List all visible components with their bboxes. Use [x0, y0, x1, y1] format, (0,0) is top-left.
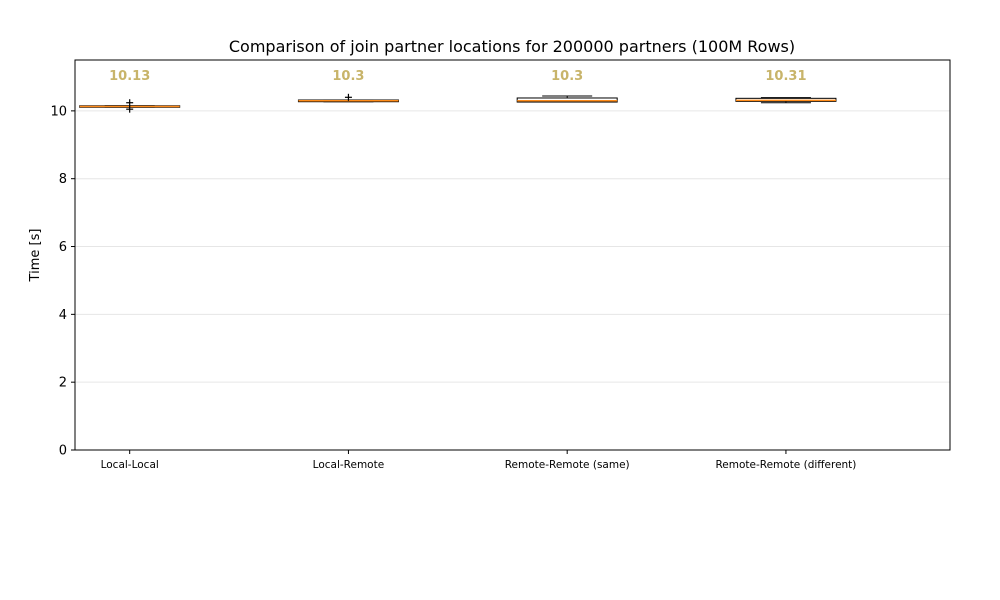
y-tick-label: 2 — [59, 376, 67, 391]
box-group — [79, 99, 181, 113]
median-value-label: 10.13 — [109, 69, 150, 84]
x-category-label: Local-Local — [101, 459, 159, 471]
box-group — [297, 93, 399, 103]
plot-frame — [74, 59, 951, 451]
median-value-label: 10.3 — [551, 69, 583, 84]
x-category-label: Remote-Remote (same) — [505, 459, 630, 471]
plot-area: 10.13 10.3 10.3 10.31 — [79, 69, 837, 113]
median-value-label: 10.3 — [332, 69, 364, 84]
x-category-label: Remote-Remote (different) — [715, 459, 856, 471]
axes: 0 2 4 6 8 10 Local-Local Local-Remote Remote-Rem… — [50, 104, 856, 471]
box-group — [735, 97, 837, 104]
chart-title: Comparison of join partner locations for… — [229, 37, 795, 56]
y-tick-label: 6 — [59, 240, 67, 255]
y-tick-label: 0 — [59, 444, 67, 459]
y-tick-label: 4 — [59, 308, 67, 323]
x-category-label: Local-Remote — [313, 459, 385, 471]
y-tick-label: 8 — [59, 172, 67, 187]
box-group — [516, 95, 618, 103]
y-axis-label: Time [s] — [28, 229, 43, 283]
y-tick-label: 10 — [50, 104, 67, 119]
median-value-label: 10.31 — [765, 69, 806, 84]
